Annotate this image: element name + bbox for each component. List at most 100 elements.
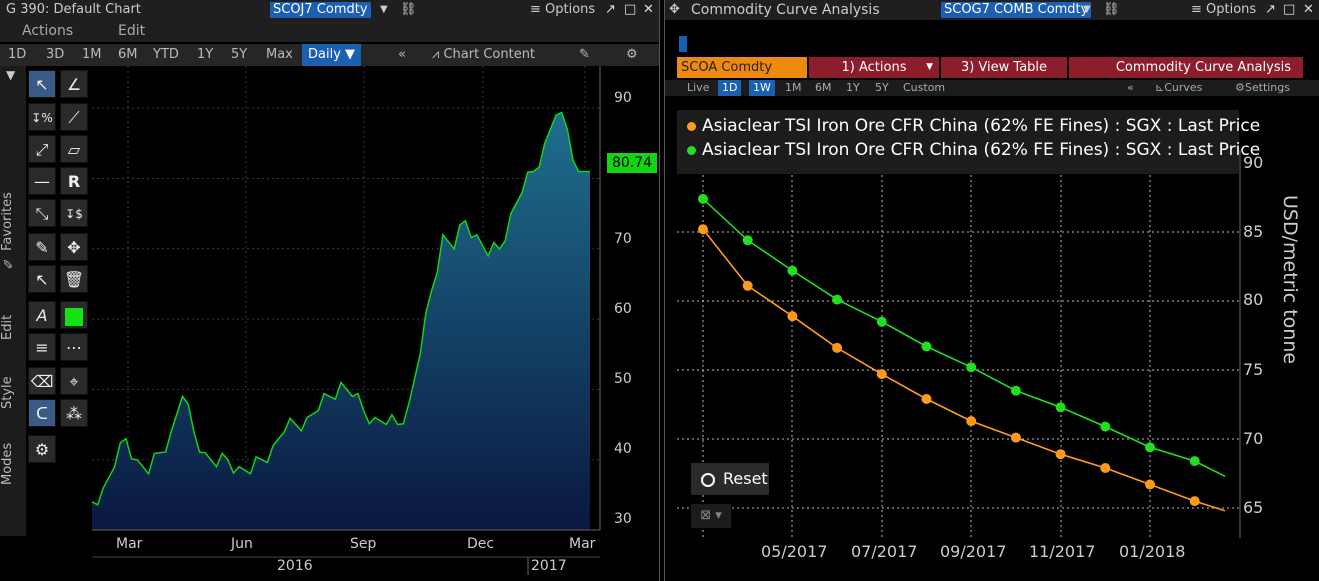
move-handle-icon[interactable]: ✥: [669, 2, 680, 17]
x-tick-07-2017: 07/2017: [851, 542, 918, 561]
frequency-select[interactable]: Daily ▼: [302, 44, 362, 66]
draw-line-tool-icon[interactable]: ∠: [60, 70, 88, 98]
font-style-icon[interactable]: A: [28, 301, 56, 329]
link-icon[interactable]: ⛓: [1103, 2, 1120, 17]
color-picker-icon[interactable]: [60, 301, 88, 329]
options-menu[interactable]: ≡ Options: [530, 2, 596, 17]
range-1y[interactable]: 1Y: [197, 47, 214, 62]
security-field[interactable]: SCOA Comdty: [677, 57, 807, 78]
price-area-chart[interactable]: [0, 0, 660, 581]
forward-curve-chart[interactable]: [665, 0, 1319, 581]
range-1w[interactable]: 1W: [749, 80, 775, 96]
text-tool-icon[interactable]: R: [60, 167, 88, 195]
pencil-tool-icon[interactable]: ✎: [28, 233, 56, 261]
orange-curve-point: [698, 224, 708, 235]
green-curve-point: [832, 294, 843, 305]
command-input-cursor[interactable]: [679, 36, 687, 52]
magnet-mode-icon[interactable]: ᑕ: [28, 399, 56, 427]
range-custom[interactable]: Custom: [903, 81, 946, 94]
range-1m[interactable]: 1M: [82, 47, 102, 62]
y-tick-60: 60: [614, 301, 632, 317]
settings-button[interactable]: ⚙ Settings: [1235, 81, 1290, 94]
actions-menu[interactable]: Actions: [22, 23, 74, 39]
line-style-icon[interactable]: ⋯: [60, 333, 88, 361]
price-tool-icon[interactable]: ↧$: [60, 199, 88, 227]
green-curve-point: [1189, 456, 1200, 467]
curves-button[interactable]: ⊾ Curves: [1155, 81, 1203, 94]
annotate-icon[interactable]: ✎: [579, 47, 590, 62]
channel-tool-icon[interactable]: ▱: [60, 135, 88, 163]
trash-icon[interactable]: 🗑: [60, 265, 88, 293]
price-chart-window: G 390: Default Chart SCOJ7 Comdty ▼ ⛓ ≡ …: [0, 0, 660, 581]
range-3d[interactable]: 3D: [46, 47, 65, 62]
x-tick-mar-2017: Mar: [569, 536, 596, 552]
ray-tool-icon[interactable]: ⤢: [28, 135, 56, 163]
x-tick-jun: Jun: [231, 536, 253, 552]
view-table-button[interactable]: 3) View Table: [941, 57, 1067, 78]
link-icon[interactable]: ⛓: [400, 2, 417, 17]
legend-item-orange[interactable]: Asiaclear TSI Iron Ore CFR China (62% FE…: [687, 114, 1260, 138]
export-chart-icon[interactable]: ⊠ ▾: [691, 504, 731, 528]
actions-label: 1) Actions: [841, 60, 907, 75]
security-ticker[interactable]: SCOJ7 Comdty: [270, 2, 371, 18]
range-6m[interactable]: 6M: [815, 81, 832, 94]
collapse-icon[interactable]: «: [1127, 81, 1134, 94]
select-add-tool-icon[interactable]: ↖: [28, 265, 56, 293]
range-1d[interactable]: 1D: [8, 47, 27, 62]
green-curve-line: [702, 198, 1226, 478]
toolbar-settings-icon[interactable]: ⚙: [28, 435, 56, 463]
percent-tool-icon[interactable]: ↧%: [28, 103, 56, 131]
y-tick-65: 65: [1243, 498, 1264, 517]
y-tick-40: 40: [614, 441, 632, 457]
legend-item-green[interactable]: Asiaclear TSI Iron Ore CFR China (62% FE…: [687, 138, 1260, 162]
chart-content-button[interactable]: ⩘ Chart Content: [432, 44, 535, 66]
popout-icon[interactable]: ↗: [1265, 2, 1276, 17]
range-6m[interactable]: 6M: [118, 47, 138, 62]
y-tick-50: 50: [614, 371, 632, 387]
ticker-dropdown-icon[interactable]: ▼: [1083, 4, 1091, 15]
range-5y[interactable]: 5Y: [231, 47, 248, 62]
y-axis-label: USD/metric tonne: [1279, 195, 1301, 365]
eraser-tool-icon[interactable]: ⌫: [28, 367, 56, 395]
toolstrip-dropdown-icon[interactable]: ▼: [6, 68, 16, 82]
chart-content-icon: ⩘: [432, 47, 444, 62]
range-max[interactable]: Max: [266, 47, 293, 62]
minimize-icon[interactable]: □: [1283, 2, 1296, 17]
range-5y[interactable]: 5Y: [875, 81, 889, 94]
y-tick-85: 85: [1243, 222, 1264, 241]
collapse-button[interactable]: «: [398, 47, 406, 62]
pointer-tool-icon[interactable]: ↖: [28, 70, 56, 98]
curve-ticker[interactable]: SCOG7 COMB Comdty: [941, 2, 1092, 18]
crosshair-tool-icon[interactable]: ⌖: [60, 367, 88, 395]
live-button[interactable]: Live: [687, 81, 710, 94]
close-icon[interactable]: ✕: [643, 2, 654, 17]
minimize-icon[interactable]: □: [624, 2, 637, 17]
green-curve-point: [787, 265, 798, 276]
range-1m[interactable]: 1M: [785, 81, 802, 94]
green-curve-point: [742, 235, 753, 246]
settings-gear-icon[interactable]: ⚙: [626, 47, 638, 62]
range-1y[interactable]: 1Y: [846, 81, 860, 94]
actions-button[interactable]: 1) Actions ▼: [809, 57, 939, 78]
move-tool-icon[interactable]: ✥: [60, 233, 88, 261]
x-tick-dec: Dec: [467, 536, 495, 552]
arrow-tool-icon[interactable]: ⤡: [28, 199, 56, 227]
year-2016: 2016: [277, 558, 313, 574]
settings-label: Settings: [1244, 81, 1290, 94]
edit-menu[interactable]: Edit: [118, 23, 146, 39]
orange-curve-point: [742, 280, 753, 291]
multicolor-mode-icon[interactable]: ⁂: [60, 399, 88, 427]
options-menu[interactable]: ≡ Options: [1191, 2, 1257, 17]
x-tick-mar: Mar: [116, 536, 143, 552]
ticker-dropdown-icon[interactable]: ▼: [380, 4, 388, 15]
trendline-tool-icon[interactable]: ⟋: [60, 103, 88, 131]
orange-curve-point: [1010, 432, 1021, 443]
y-tick-90: 90: [614, 90, 632, 106]
reset-button[interactable]: Reset: [691, 463, 769, 495]
range-1d[interactable]: 1D: [718, 80, 742, 96]
line-weight-icon[interactable]: ≡: [28, 333, 56, 361]
horizontal-line-tool-icon[interactable]: —: [28, 167, 56, 195]
close-icon[interactable]: ✕: [1303, 2, 1314, 17]
range-ytd[interactable]: YTD: [153, 47, 179, 62]
popout-icon[interactable]: ↗: [605, 2, 616, 17]
